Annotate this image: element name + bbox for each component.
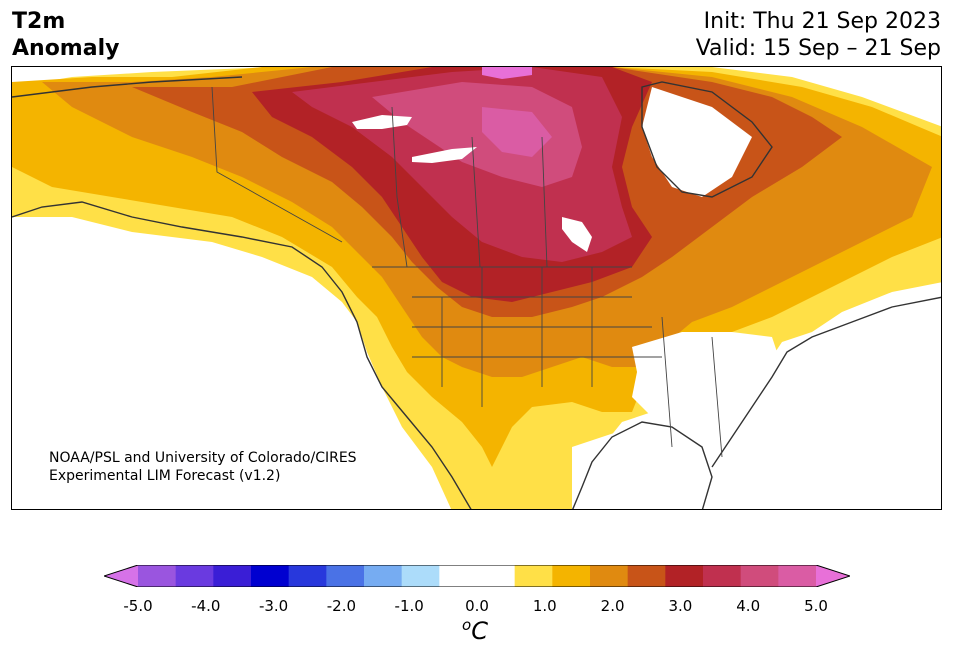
colorbar-tick-label: 2.0 [600,597,625,615]
colorbar-tick-label: -4.0 [191,597,221,615]
valid-range: Valid: 15 Sep – 21 Sep [695,36,941,61]
colorbar-segment [778,565,817,587]
political-borders [211,86,723,458]
colorbar-svg [102,564,852,588]
anomaly-map [11,66,942,510]
colorbar-segment [740,565,779,587]
map-title: T2m Anomaly [12,8,119,62]
colorbar-tick-label: 0.0 [465,597,489,615]
colorbar-segment [326,565,365,587]
colorbar-segment [175,565,214,587]
forecast-dates: Init: Thu 21 Sep 2023 Valid: 15 Sep – 21… [696,8,941,62]
colorbar [102,564,852,588]
colorbar-tick-label: 5.0 [804,597,828,615]
pacific-ocean [12,227,442,509]
lake-3 [562,217,592,252]
colorbar-tick-label: -2.0 [326,597,357,615]
gulf-of-mexico [572,427,712,509]
title-line-2: Anomaly [12,36,120,61]
colorbar-unit: oC [462,616,488,645]
credit-text: NOAA/PSL and University of Colorado/CIRE… [49,449,357,485]
anomaly-band-9 [482,67,532,79]
colorbar-segment [552,565,591,587]
colorbar-tick-label: -1.0 [394,597,424,615]
colorbar-segment [288,565,327,587]
colorbar-segment [138,565,177,587]
colorbar-segment [364,565,403,587]
hudson-bay [642,87,752,197]
colorbar-extend-high [816,565,850,587]
colorbar-tick-label: 1.0 [532,597,557,615]
colorbar-segment [439,565,478,587]
colorbar-segment [213,565,252,587]
colorbar-segment [401,565,440,587]
lake-1 [352,115,412,129]
colorbar-tick-label: 4.0 [736,597,761,615]
colorbar-tick-label: 3.0 [668,597,693,615]
init-date: Init: Thu 21 Sep 2023 [703,9,941,34]
atlantic-ocean [732,317,941,509]
colorbar-tick-label: -3.0 [258,597,289,615]
coastlines [12,76,941,509]
colorbar-segment [477,565,516,587]
anomaly-band-8 [482,107,552,157]
unit-degree: o [462,616,472,634]
colorbar-extend-low [104,565,138,587]
colorbar-segment [514,565,553,587]
lake-2 [412,147,477,163]
title-line-1: T2m [12,9,66,34]
colorbar-segment [665,565,704,587]
unit-letter: C [471,617,488,645]
map-canvas [12,67,941,509]
colorbar-segment [703,565,742,587]
credit-line-2: Experimental LIM Forecast (v1.2) [49,468,281,484]
colorbar-segment [590,565,629,587]
colorbar-segment [627,565,666,587]
credit-line-1: NOAA/PSL and University of Colorado/CIRE… [49,450,357,466]
colorbar-segment [251,565,290,587]
anomaly-band-7 [372,82,582,187]
colorbar-tick-label: -5.0 [123,597,153,615]
